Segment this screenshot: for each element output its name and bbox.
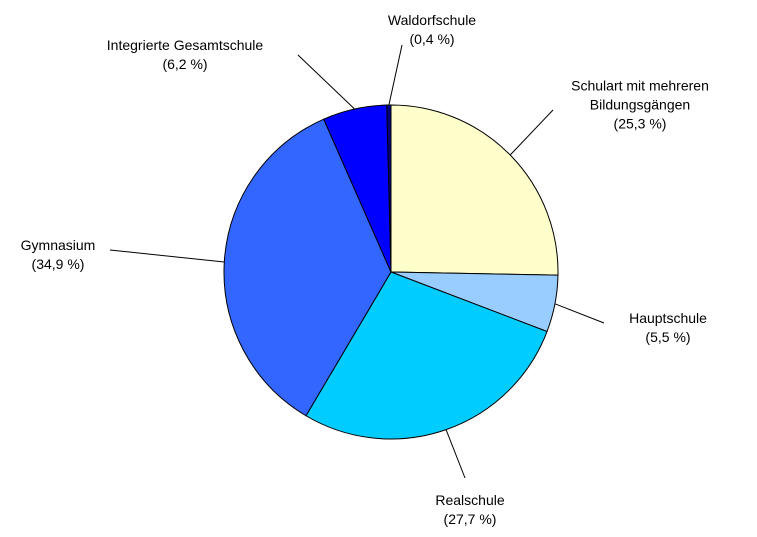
leader-line [445, 429, 466, 479]
value-label: (6,2 %) [162, 56, 208, 72]
slice-label: Hauptschule (5,5 %) [629, 309, 707, 347]
value-label: (0,4 %) [409, 31, 455, 47]
leader-line [554, 303, 605, 324]
category-label: Integrierte Gesamtschule [106, 37, 264, 53]
value-label: (25,3 %) [613, 115, 667, 132]
category-label: Gymnasium [20, 237, 96, 253]
pie-slice [223, 118, 392, 417]
pie-slice [386, 104, 392, 273]
pie-slice [305, 271, 548, 440]
category-label: Hauptschule [629, 310, 707, 326]
category-label: Waldorfschule [387, 12, 477, 28]
slice-label: Waldorfschule (0,4 %) [388, 11, 476, 49]
leader-line [509, 109, 554, 156]
slice-label: Gymnasium (34,9 %) [21, 236, 96, 274]
pie-slice [390, 104, 559, 276]
leader-line [109, 249, 225, 263]
leader-line [388, 44, 403, 106]
slice-label: Schulart mit mehreren Bildungsgängen (25,… [560, 77, 720, 134]
slice-label: Realschule (27,7 %) [435, 491, 504, 529]
category-label: Realschule [435, 492, 505, 508]
value-label: (34,9 %) [31, 256, 85, 272]
value-label: (27,7 %) [443, 511, 497, 527]
slice-label: Integrierte Gesamtschule (6,2 %) [107, 36, 263, 74]
category-label: Schulart mit mehreren Bildungsgängen [571, 77, 709, 113]
leader-line [297, 54, 355, 110]
value-label: (5,5 %) [645, 329, 691, 345]
